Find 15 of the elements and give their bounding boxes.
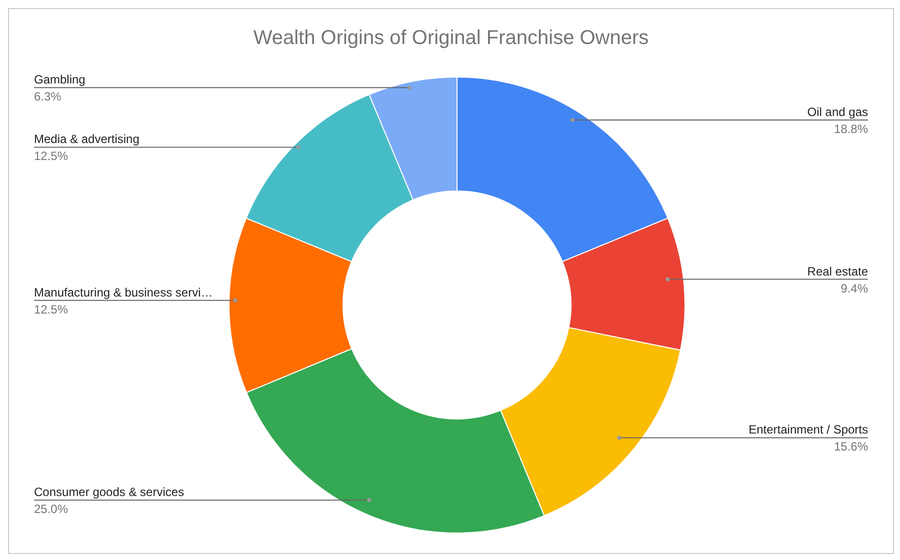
- data-label: 6.3%: [34, 90, 62, 104]
- chart-title: Wealth Origins of Original Franchise Owners: [252, 27, 650, 50]
- data-label: 25.0%: [34, 502, 68, 516]
- slice-label: Consumer goods & services: [34, 485, 184, 500]
- data-label: 9.4%: [840, 281, 868, 296]
- data-label: 18.8%: [834, 122, 868, 136]
- slice-label: Entertainment / Sports: [748, 422, 868, 437]
- slice-label: Media & advertising: [34, 132, 140, 146]
- data-label: 12.5%: [34, 149, 68, 164]
- data-label: 15.6%: [834, 440, 868, 454]
- slice-label: Oil and gas: [807, 105, 868, 120]
- slice-label: Manufacturing & business servi…: [34, 285, 213, 300]
- slice-label: Gambling: [34, 72, 86, 87]
- data-label: 12.5%: [34, 302, 68, 316]
- slice-label: Real estate: [807, 264, 868, 278]
